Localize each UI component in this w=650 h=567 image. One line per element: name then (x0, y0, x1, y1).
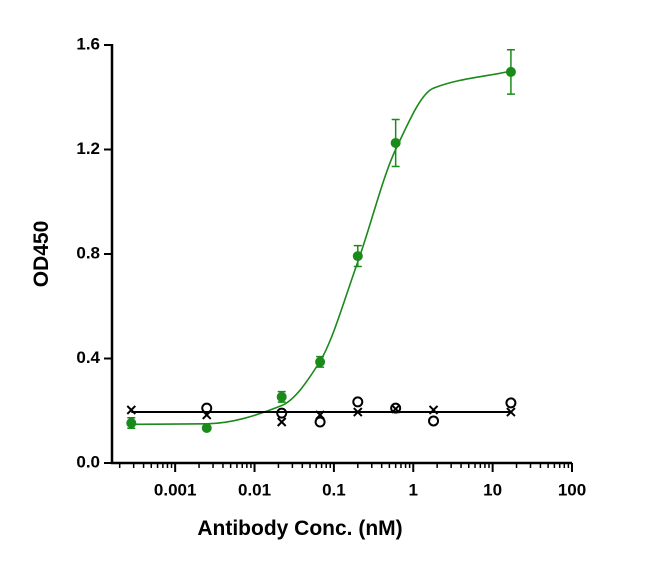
point (201, 422, 212, 433)
y-tick-label: 0.4 (76, 348, 100, 367)
x-tick-label: 100 (558, 480, 586, 499)
point (390, 402, 402, 414)
point (126, 418, 137, 429)
point (315, 410, 325, 420)
y-tick-label: 1.6 (76, 34, 100, 53)
x-tick-label: 0.001 (154, 480, 197, 499)
x-tick-label: 0.1 (322, 480, 346, 499)
point (505, 397, 517, 409)
x-tick-label: 10 (483, 480, 502, 499)
point (277, 417, 287, 427)
fit-curve (131, 70, 512, 426)
x-axis-label: Antibody Conc. (nM) (197, 517, 402, 540)
point (315, 356, 326, 367)
point (505, 66, 516, 77)
y-axis-label: OD450 (30, 221, 53, 288)
point (353, 407, 363, 417)
point (126, 405, 136, 415)
x-tick-label: 0.01 (238, 480, 271, 499)
point (390, 137, 401, 148)
point (352, 251, 363, 262)
point (428, 405, 439, 415)
point (428, 415, 440, 427)
y-tick-label: 0.8 (76, 243, 100, 262)
point (314, 416, 326, 428)
point (390, 404, 401, 414)
point (202, 410, 212, 420)
point (506, 407, 516, 417)
point (201, 402, 213, 414)
y-tick-label: 1.2 (76, 139, 100, 158)
x-tick-label: 1 (409, 480, 418, 499)
y-tick-label: 0.0 (76, 452, 100, 471)
point (276, 391, 287, 402)
point (352, 396, 364, 408)
point (276, 407, 288, 419)
